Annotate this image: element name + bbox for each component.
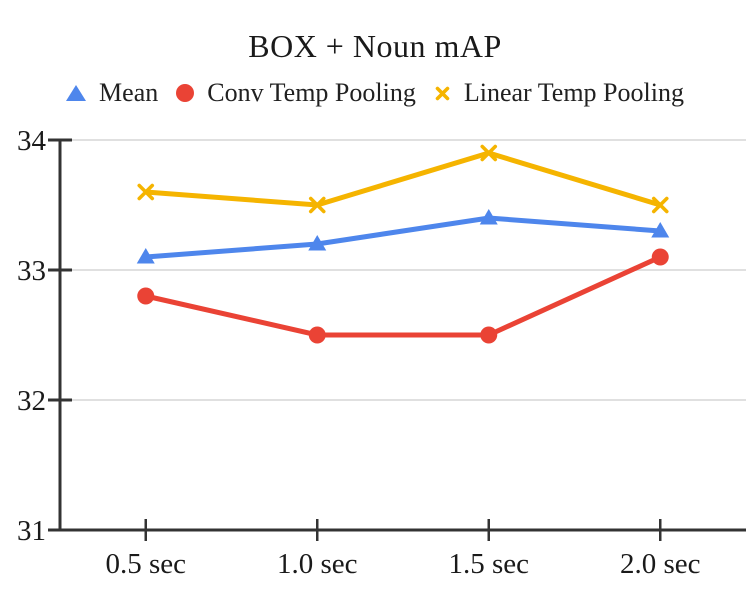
point-mean-1 <box>308 235 327 251</box>
x-tick-label: 0.5 sec <box>105 548 186 580</box>
legend-label-mean: Mean <box>99 78 159 107</box>
y-tick-label: 34 <box>17 125 47 157</box>
point-linear-temp-pooling-3 <box>651 196 669 214</box>
point-conv-temp-pooling-3 <box>651 248 669 266</box>
circle-marker-icon <box>176 84 195 102</box>
point-linear-temp-pooling-1 <box>308 196 326 214</box>
point-conv-temp-pooling-1 <box>308 326 326 344</box>
point-mean-3 <box>651 222 670 238</box>
point-linear-temp-pooling-2 <box>480 144 498 162</box>
series-line-conv-temp-pooling <box>145 254 662 338</box>
point-conv-temp-pooling-2 <box>480 326 498 344</box>
series-line-linear-temp-pooling <box>145 150 661 208</box>
point-mean-0 <box>136 248 155 264</box>
series-line-mean <box>145 215 661 260</box>
y-tick-label: 33 <box>17 255 46 287</box>
point-conv-temp-pooling-0 <box>137 287 155 305</box>
point-mean-2 <box>479 209 498 225</box>
y-tick-label: 32 <box>17 385 46 417</box>
legend-item-conv-temp-pooling: Conv Temp Pooling <box>176 78 416 108</box>
x-marker-icon <box>435 86 450 100</box>
legend-item-linear-temp-pooling: Linear Temp Pooling <box>434 78 684 108</box>
x-tick-label: 1.5 sec <box>448 548 529 580</box>
y-tick-label: 31 <box>17 515 46 547</box>
legend: Mean Conv Temp Pooling Linear Temp Pooli… <box>0 78 750 108</box>
legend-item-mean: Mean <box>66 78 158 108</box>
legend-label-conv-temp-pooling: Conv Temp Pooling <box>207 78 416 107</box>
chart-title: BOX + Noun mAP <box>248 28 502 64</box>
x-tick-label: 2.0 sec <box>620 548 701 580</box>
point-linear-temp-pooling-0 <box>137 183 155 201</box>
legend-label-linear-temp-pooling: Linear Temp Pooling <box>463 78 684 107</box>
x-tick-label: 1.0 sec <box>277 548 358 580</box>
triangle-marker-icon <box>66 85 87 101</box>
